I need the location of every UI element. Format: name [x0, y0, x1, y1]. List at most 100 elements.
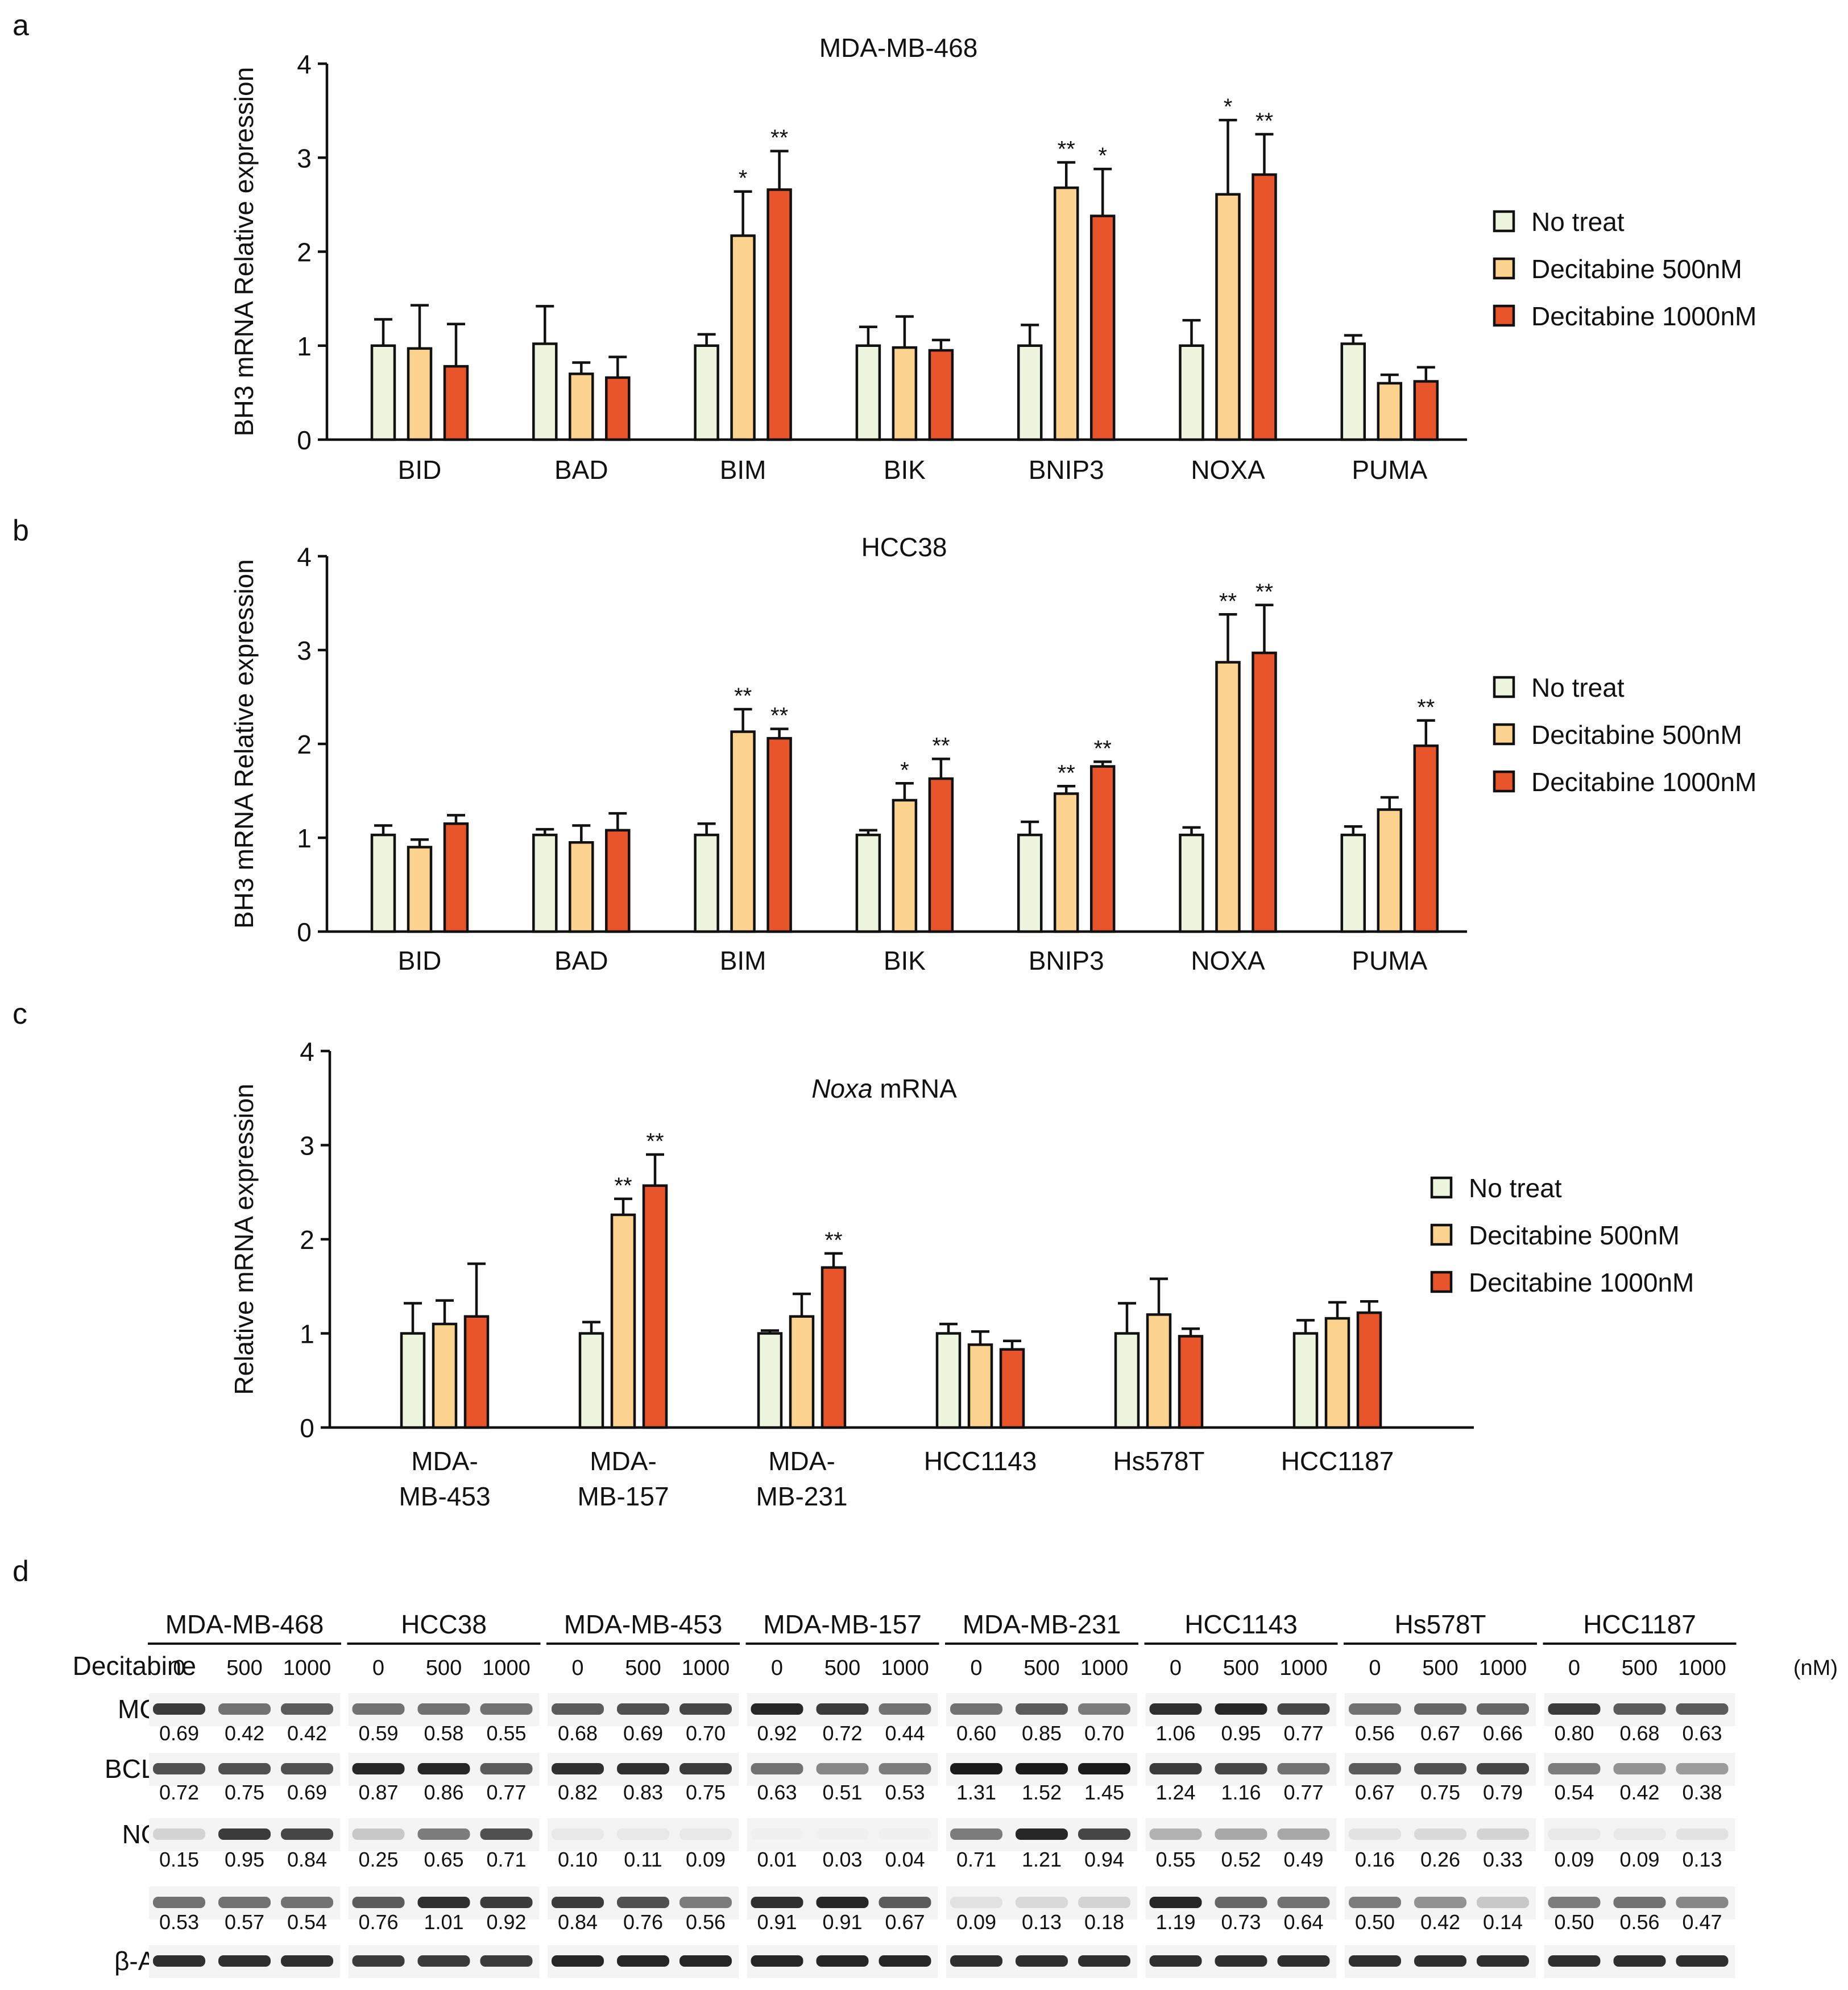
- dose-label: 500: [426, 1656, 462, 1680]
- significance-mark: **: [646, 1129, 664, 1154]
- blot-band: [153, 1955, 205, 1967]
- legend-label: Decitabine 500nM: [1531, 254, 1742, 284]
- band-quant-value: 0.67: [1355, 1781, 1395, 1804]
- band-quant-value: 0.42: [225, 1722, 264, 1745]
- legend-swatch-0: [1430, 1176, 1453, 1199]
- bar-NOXA-1: [1215, 193, 1241, 441]
- blot-band: [751, 1703, 803, 1715]
- bar-BIM-0: [694, 833, 719, 933]
- blot-band: [352, 1828, 405, 1840]
- band-quant-value: 0.25: [358, 1848, 398, 1871]
- bar-HCC1143-2: [999, 1348, 1025, 1429]
- blot-band: [480, 1828, 533, 1840]
- blot-band: [1277, 1703, 1330, 1715]
- blot-band: [281, 1897, 333, 1908]
- band-quant-value: 0.55: [1155, 1848, 1195, 1871]
- blot-band: [816, 1763, 869, 1774]
- band-quant-value: 0.95: [225, 1848, 264, 1871]
- band-quant-value: 0.80: [1554, 1722, 1594, 1745]
- blot-band: [879, 1828, 931, 1840]
- band-quant-value: 1.45: [1084, 1781, 1124, 1804]
- blot-band: [281, 1828, 333, 1840]
- blot-band: [218, 1897, 271, 1908]
- blot-band: [281, 1703, 333, 1715]
- y-tick-label: 4: [300, 1037, 314, 1066]
- blot-band: [1016, 1897, 1068, 1908]
- bar-BNIP3-1: [1053, 186, 1079, 441]
- panel-label-d: d: [13, 1555, 29, 1588]
- bar-Hs578T-1: [1146, 1313, 1172, 1429]
- y-tick-label: 1: [297, 824, 312, 853]
- blot-band: [281, 1955, 333, 1967]
- band-quant-value: 0.56: [1619, 1910, 1659, 1934]
- blot-band: [1349, 1703, 1401, 1715]
- y-axis-label: Relative mRNA expression: [229, 1083, 259, 1395]
- y-tick-label: 3: [297, 143, 312, 173]
- dose-label: 0: [1369, 1656, 1381, 1680]
- band-quant-value: 0.56: [686, 1910, 726, 1934]
- legend-label: Decitabine 500nM: [1469, 1221, 1680, 1250]
- blot-band: [480, 1897, 533, 1908]
- blot-band: [1613, 1828, 1666, 1840]
- bar-NOXA-0: [1179, 833, 1204, 933]
- band-quant-value: 0.18: [1084, 1910, 1124, 1934]
- significance-mark: *: [900, 758, 909, 783]
- bar-BID-2: [443, 365, 469, 441]
- band-quant-value: 0.69: [287, 1781, 327, 1804]
- band-quant-value: 0.77: [1283, 1722, 1323, 1745]
- chart-title: MDA-MB-468: [819, 33, 978, 63]
- blot-band: [480, 1703, 533, 1715]
- blot-band: [679, 1703, 732, 1715]
- band-quant-value: 0.91: [822, 1910, 862, 1934]
- blot-band: [1078, 1703, 1130, 1715]
- band-quant-value: 0.71: [956, 1848, 996, 1871]
- blot-band: [1349, 1955, 1401, 1967]
- blot-band: [1477, 1763, 1529, 1774]
- band-quant-value: 0.67: [1420, 1722, 1460, 1745]
- bar-BIK-0: [855, 833, 881, 933]
- blot-strip: [1145, 1818, 1337, 1851]
- y-tick-label: 4: [297, 542, 312, 572]
- blot-band: [1078, 1897, 1130, 1908]
- band-quant-value: 0.50: [1554, 1910, 1594, 1934]
- bar-BID-1: [407, 347, 433, 441]
- legend-swatch-1: [1493, 257, 1515, 280]
- bar-BAD-1: [569, 373, 594, 441]
- band-quant-value: 0.68: [1619, 1722, 1659, 1745]
- chart-c: 0 1 2 3 4 Relative mRNA expression Noxa mRNA MD…: [229, 1037, 1694, 1511]
- x-category-label: MB-231: [756, 1482, 847, 1511]
- blot-band: [1676, 1703, 1729, 1715]
- band-quant-value: 0.72: [822, 1722, 862, 1745]
- band-quant-value: 0.92: [757, 1722, 797, 1745]
- band-quant-value: 1.52: [1022, 1781, 1062, 1804]
- band-quant-value: 0.67: [885, 1910, 925, 1934]
- band-quant-value: 0.84: [287, 1848, 327, 1871]
- band-quant-value: 0.50: [1355, 1910, 1395, 1934]
- band-quant-value: 0.33: [1483, 1848, 1523, 1871]
- blot-band: [1414, 1955, 1466, 1967]
- blot-band: [817, 1828, 869, 1840]
- bar-BIK-2: [928, 777, 954, 933]
- bar-BIM-1: [730, 234, 756, 441]
- y-tick-label: 0: [300, 1413, 314, 1443]
- blot-band: [1277, 1763, 1330, 1774]
- bar-MDA-MB-231-0: [757, 1332, 783, 1429]
- blot-band: [1349, 1828, 1401, 1840]
- bar-BAD-2: [605, 829, 631, 933]
- band-quant-value: 0.76: [623, 1910, 663, 1934]
- y-tick-label: 2: [300, 1225, 314, 1255]
- band-quant-value: 0.42: [1420, 1910, 1460, 1934]
- blot-band: [218, 1828, 271, 1840]
- bar-NOXA-2: [1252, 173, 1277, 441]
- band-quant-value: 0.42: [1619, 1781, 1659, 1804]
- blot-band: [352, 1703, 405, 1715]
- significance-mark: *: [1224, 94, 1233, 119]
- band-quant-value: 0.71: [486, 1848, 526, 1871]
- significance-mark: **: [614, 1173, 632, 1198]
- blot-band: [1414, 1897, 1466, 1908]
- blot-band: [480, 1955, 533, 1967]
- band-quant-value: 0.66: [1483, 1722, 1523, 1745]
- blot-band: [617, 1897, 669, 1908]
- bar-BIM-1: [730, 730, 756, 933]
